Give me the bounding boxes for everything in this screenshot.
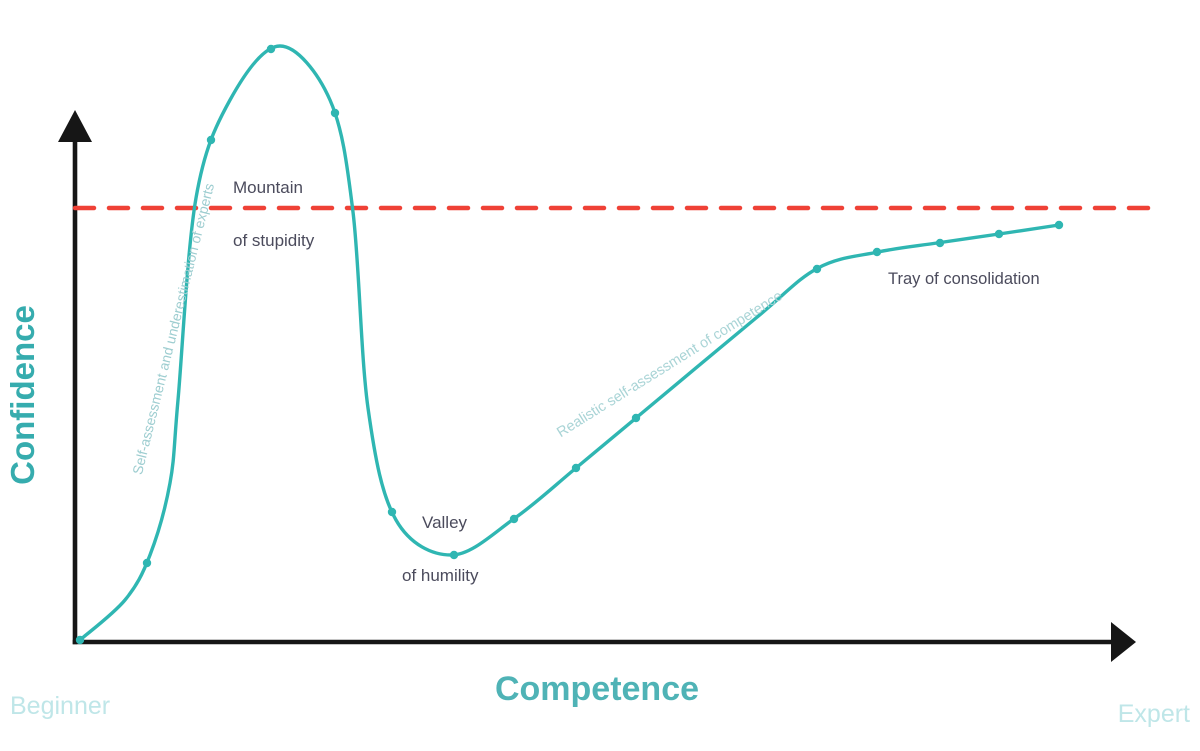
svg-text:Tray of consolidation: Tray of consolidation — [888, 270, 1040, 288]
svg-text:Self-assessment and underestim: Self-assessment and underestimation of e… — [129, 182, 217, 477]
svg-text:Expert: Expert — [1118, 700, 1190, 728]
svg-text:Confidence: Confidence — [4, 305, 41, 485]
svg-text:Realistic self-assessment of c: Realistic self-assessment of competence — [554, 288, 785, 441]
svg-text:Beginner: Beginner — [10, 692, 110, 720]
svg-text:of stupidity: of stupidity — [233, 231, 315, 250]
svg-text:Valley: Valley — [422, 513, 468, 532]
svg-text:of humility: of humility — [402, 566, 479, 585]
svg-text:Competence: Competence — [495, 670, 699, 708]
svg-text:Mountain: Mountain — [233, 178, 303, 197]
